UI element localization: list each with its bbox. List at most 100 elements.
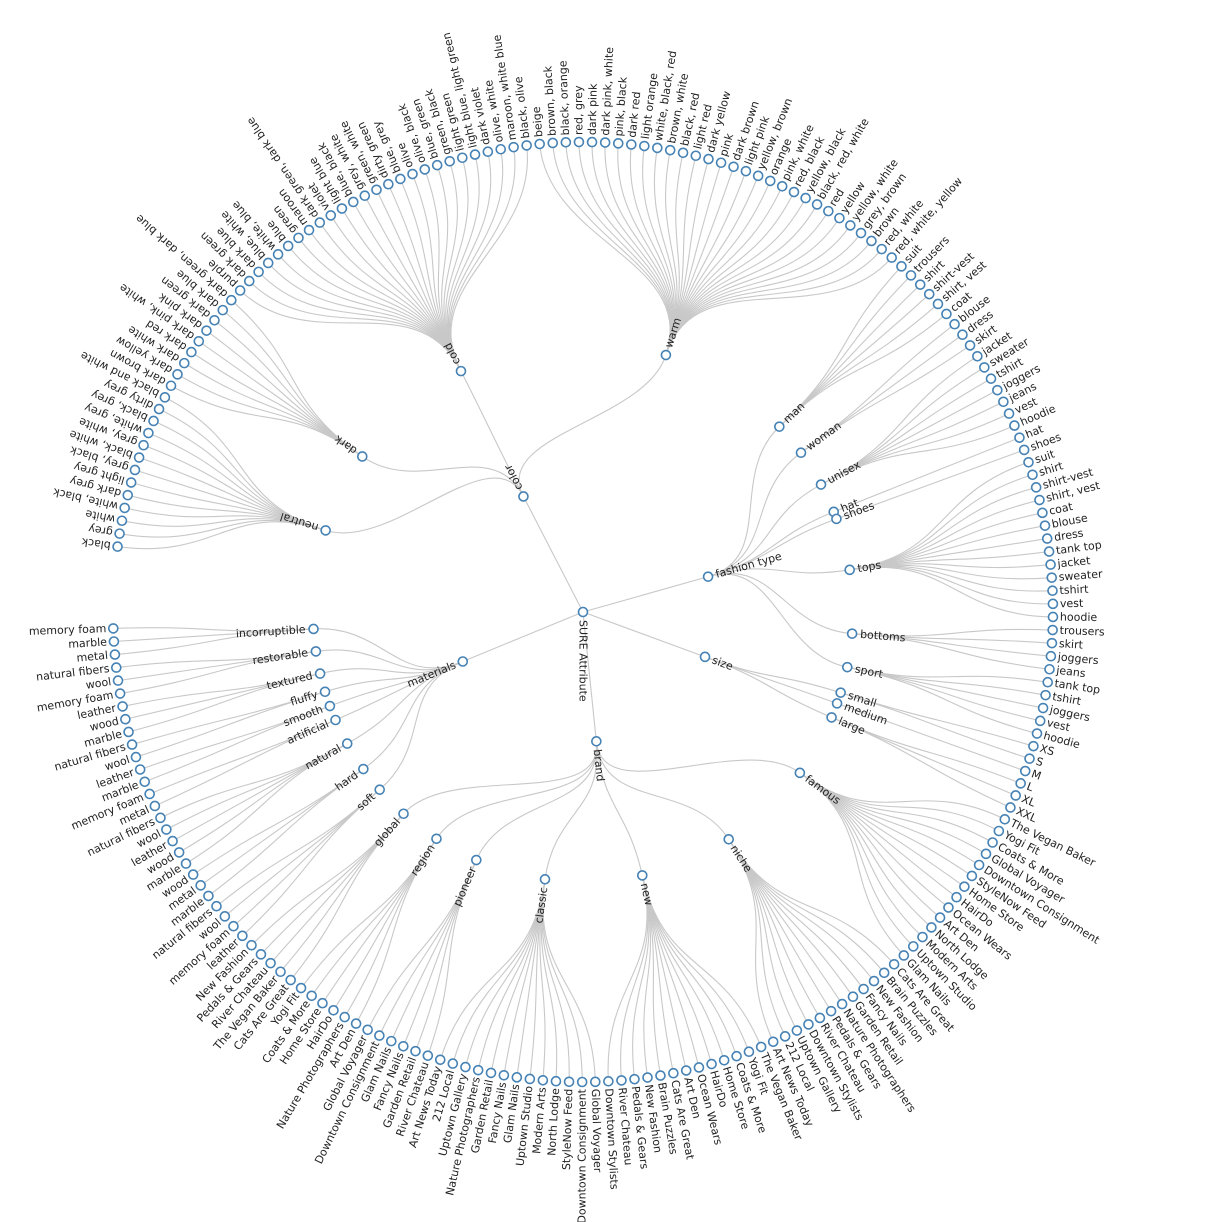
node-circle[interactable] [612, 138, 624, 149]
node-grey[interactable]: grey [87, 522, 125, 539]
node-circle[interactable] [914, 279, 926, 290]
node-circle[interactable] [878, 967, 890, 979]
node-circle[interactable] [1047, 585, 1058, 597]
node-circle[interactable] [972, 351, 983, 362]
node-bottoms[interactable]: bottoms [846, 628, 907, 645]
node-circle[interactable] [573, 136, 585, 148]
node-circle[interactable] [835, 687, 846, 698]
node-circle[interactable] [457, 656, 469, 667]
node-circle[interactable] [123, 726, 134, 738]
node-memory-foam[interactable]: memory foam [29, 622, 119, 638]
node-circle[interactable] [794, 767, 806, 779]
node-circle[interactable] [1047, 598, 1059, 610]
node-circle[interactable] [534, 138, 545, 150]
node-circle[interactable] [926, 922, 937, 933]
node-circle[interactable] [550, 1075, 562, 1087]
node-circle[interactable] [119, 502, 130, 514]
node-circle[interactable] [385, 1035, 397, 1047]
node-new[interactable]: new [636, 870, 656, 907]
node-circle[interactable] [831, 698, 843, 709]
node-circle[interactable] [246, 939, 257, 951]
node-circle[interactable] [482, 146, 494, 158]
node-circle[interactable] [1018, 444, 1030, 456]
node-circle[interactable] [845, 220, 856, 231]
node-circle[interactable] [1047, 624, 1058, 636]
node-circle[interactable] [723, 834, 735, 845]
node-circle[interactable] [800, 192, 811, 204]
node-circle[interactable] [460, 1061, 471, 1073]
node-circle[interactable] [457, 152, 468, 164]
node-circle[interactable] [846, 628, 858, 639]
node-sweater[interactable]: sweater [1046, 567, 1103, 584]
node-circle[interactable] [1043, 546, 1055, 557]
node-river-chateau[interactable]: River Chateau [616, 1075, 635, 1166]
node-circle[interactable] [371, 184, 382, 196]
node-metal[interactable]: metal [76, 649, 121, 665]
node-circle[interactable] [537, 1074, 549, 1086]
node-circle[interactable] [699, 651, 711, 663]
node-circle[interactable] [1010, 790, 1022, 801]
node-circle[interactable] [1003, 408, 1015, 419]
node-beige[interactable]: beige [530, 106, 546, 150]
node-black[interactable]: black [80, 535, 123, 552]
node-warm[interactable]: warm [660, 316, 684, 361]
node-circle[interactable] [126, 739, 138, 750]
node-circle[interactable] [755, 1041, 767, 1053]
node-restorable[interactable]: restorable [252, 646, 322, 667]
node-jeans[interactable]: jeans [1044, 664, 1087, 681]
node-circle[interactable] [728, 161, 739, 173]
node-tops[interactable]: tops [844, 558, 882, 576]
node-circle[interactable] [178, 357, 190, 369]
node-pioneer[interactable]: pioneer [451, 854, 482, 909]
node-hoodie[interactable]: hoodie [1047, 611, 1098, 624]
node-dark-red[interactable]: dark red [626, 91, 644, 150]
node-circle[interactable] [731, 1050, 742, 1062]
node-sport[interactable]: sport [842, 661, 885, 681]
node-cold[interactable]: cold [441, 341, 467, 377]
node-wool[interactable]: wool [85, 675, 124, 692]
node-circle[interactable] [1045, 559, 1056, 570]
node-circle[interactable] [1034, 494, 1045, 506]
node-circle[interactable] [317, 997, 328, 1009]
node-circle[interactable] [866, 235, 877, 247]
node-circle[interactable] [398, 808, 409, 820]
node-circle[interactable] [306, 990, 317, 1002]
node-circle[interactable] [703, 153, 714, 165]
node-woman[interactable]: woman [795, 419, 844, 459]
node-region[interactable]: region [408, 833, 442, 878]
node-neutral[interactable]: neutral [279, 510, 331, 536]
node-circle[interactable] [743, 1046, 755, 1058]
node-circle[interactable] [1028, 740, 1039, 752]
node-circle[interactable] [1023, 456, 1034, 468]
node-circle[interactable] [469, 149, 481, 160]
node-stylenow-feed[interactable]: StyleNow Feed [560, 1076, 575, 1170]
node-circle[interactable] [788, 186, 800, 198]
node-circle[interactable] [237, 930, 248, 942]
node-circle[interactable] [1041, 533, 1053, 544]
node-jacket[interactable]: jacket [1045, 554, 1092, 570]
node-brand[interactable]: brand [591, 736, 607, 782]
node-circle[interactable] [161, 824, 172, 835]
node-circle[interactable] [116, 515, 128, 527]
node-coat[interactable]: coat [1037, 500, 1075, 519]
node-circle[interactable] [111, 662, 122, 673]
node-black-orange[interactable]: black, orange [556, 60, 572, 148]
node-circle[interactable] [187, 869, 199, 880]
node-circle[interactable] [907, 941, 919, 952]
node-circle[interactable] [125, 477, 137, 488]
node-circle[interactable] [431, 833, 442, 845]
node-circle[interactable] [122, 489, 134, 501]
node-red-grey[interactable]: red, grey [572, 85, 585, 148]
node-circle[interactable] [148, 415, 159, 427]
node-circle[interactable] [112, 541, 123, 552]
node-circle[interactable] [599, 137, 611, 148]
node-skirt[interactable]: skirt [1046, 637, 1084, 652]
node-circle[interactable] [358, 763, 369, 775]
node-l[interactable]: L [1015, 778, 1036, 795]
node-circle[interactable] [359, 190, 371, 202]
node-circle[interactable] [752, 170, 764, 182]
node-circle[interactable] [626, 139, 637, 150]
node-circle[interactable] [362, 1024, 373, 1036]
node-circle[interactable] [518, 491, 529, 502]
node-circle[interactable] [664, 144, 676, 156]
